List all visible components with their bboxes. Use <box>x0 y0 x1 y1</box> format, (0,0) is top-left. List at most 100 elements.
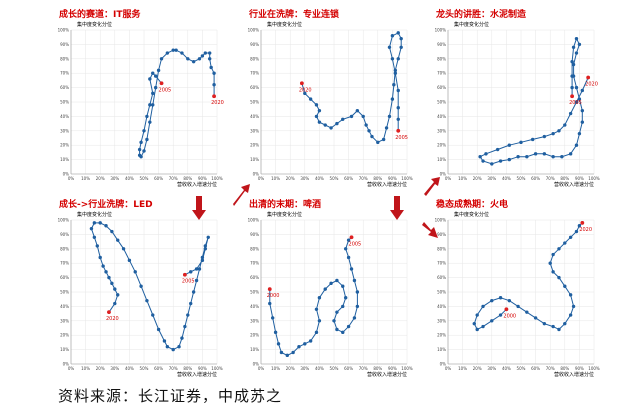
x-tick-label: 90% <box>575 366 584 371</box>
data-point <box>332 319 336 323</box>
data-point <box>174 48 178 52</box>
x-tick-label: 0% <box>445 176 452 181</box>
data-point <box>153 85 158 90</box>
data-point <box>148 77 152 81</box>
data-point <box>104 270 108 274</box>
data-point <box>551 270 555 274</box>
panel-title: 龙头的讲胜：水泥制造 <box>435 8 527 20</box>
data-point <box>507 157 512 162</box>
y-tick-label: 90% <box>250 42 259 47</box>
x-tick-label: 20% <box>96 366 105 371</box>
data-point <box>390 97 395 101</box>
y-tick-label: 10% <box>437 157 446 162</box>
data-point <box>551 252 555 257</box>
x-axis-label: 营收收入增速分位 <box>367 371 407 378</box>
data-point <box>180 336 184 340</box>
down-arrow-2-icon <box>390 196 404 220</box>
data-point <box>577 42 582 47</box>
y-tick-label: 40% <box>437 304 446 309</box>
data-point <box>551 155 555 159</box>
y-tick-label: 20% <box>437 143 446 148</box>
data-point <box>165 51 170 55</box>
x-tick-label: 50% <box>517 366 526 371</box>
data-point <box>151 313 155 317</box>
x-tick-label: 10% <box>81 366 90 371</box>
data-point <box>563 321 567 326</box>
data-point <box>346 255 351 260</box>
y-axis-label: 集中度变化分位 <box>77 211 112 218</box>
data-point <box>121 247 126 251</box>
data-point <box>370 134 374 139</box>
x-tick-label: 50% <box>140 366 149 371</box>
data-point <box>92 221 97 225</box>
x-tick-label: 50% <box>330 176 339 181</box>
x-tick-label: 100% <box>211 366 223 371</box>
y-tick-label: 40% <box>250 114 259 119</box>
data-point <box>156 327 161 332</box>
data-point <box>574 229 579 234</box>
data-point <box>577 131 582 136</box>
y-tick-label: 90% <box>437 232 446 237</box>
data-point <box>317 108 322 113</box>
x-tick-label: 20% <box>286 176 295 181</box>
data-point <box>137 147 142 152</box>
data-point <box>186 57 190 61</box>
year-label-start: 2000 <box>503 313 516 319</box>
y-tick-label: 60% <box>250 85 259 90</box>
data-point <box>568 235 573 239</box>
data-point <box>349 267 354 271</box>
x-tick-label: 80% <box>373 176 382 181</box>
data-point <box>95 244 99 248</box>
data-point <box>92 235 97 239</box>
data-point <box>98 255 102 260</box>
x-axis-label: 营收收入增速分位 <box>554 371 594 378</box>
x-tick-label: 50% <box>330 366 339 371</box>
data-point <box>191 290 196 294</box>
data-point <box>481 304 485 309</box>
data-point <box>291 350 295 355</box>
data-point <box>490 298 494 303</box>
data-point <box>349 114 354 119</box>
y-tick-label: 50% <box>60 100 69 105</box>
data-point <box>303 91 307 96</box>
y-tick-label: 50% <box>437 100 446 105</box>
data-point <box>335 121 339 126</box>
data-point <box>153 74 158 78</box>
source-note: 资料来源：长江证券，中成苏之 <box>58 387 283 405</box>
x-tick-label: 50% <box>140 176 149 181</box>
data-point <box>203 51 208 55</box>
data-point <box>314 114 319 119</box>
data-point <box>364 123 368 127</box>
x-tick-label: 90% <box>575 176 584 181</box>
data-point <box>490 319 494 323</box>
y-tick-label: 30% <box>250 318 259 323</box>
y-tick-label: 80% <box>60 246 69 251</box>
data-point <box>343 247 348 251</box>
data-point <box>548 261 552 265</box>
y-tick-label: 30% <box>60 128 69 133</box>
data-point <box>563 123 567 127</box>
x-tick-label: 90% <box>388 366 397 371</box>
data-point <box>568 111 573 116</box>
data-point <box>208 51 212 55</box>
x-tick-label: 70% <box>546 366 555 371</box>
year-marker-start <box>586 75 591 80</box>
y-tick-label: 10% <box>250 347 259 352</box>
data-point <box>104 224 108 228</box>
y-tick-label: 90% <box>437 42 446 47</box>
data-point <box>387 114 392 119</box>
y-axis-label: 集中度变化分位 <box>267 21 302 28</box>
data-point <box>490 162 494 166</box>
data-point <box>200 255 205 260</box>
data-point <box>186 313 190 317</box>
data-point <box>197 57 202 61</box>
series-line <box>90 222 209 351</box>
x-tick-label: 10% <box>81 176 90 181</box>
x-tick-label: 30% <box>300 176 309 181</box>
x-tick-label: 10% <box>458 366 467 371</box>
data-point <box>145 114 149 119</box>
y-tick-label: 30% <box>250 128 259 133</box>
y-tick-label: 80% <box>250 246 259 251</box>
data-point <box>209 65 213 70</box>
